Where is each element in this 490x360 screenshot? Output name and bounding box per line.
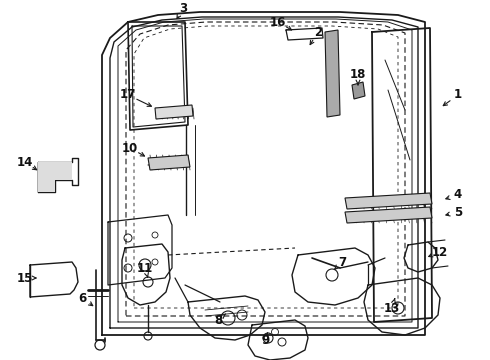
Polygon shape	[352, 82, 365, 99]
Text: 5: 5	[454, 206, 462, 219]
Text: 18: 18	[350, 68, 366, 81]
Polygon shape	[345, 207, 432, 223]
Text: 12: 12	[432, 246, 448, 258]
Polygon shape	[148, 155, 190, 170]
Text: 10: 10	[122, 141, 138, 154]
Polygon shape	[155, 105, 193, 119]
Text: 4: 4	[454, 189, 462, 202]
Text: 3: 3	[179, 1, 187, 14]
Text: 11: 11	[137, 261, 153, 274]
Text: 17: 17	[120, 89, 136, 102]
Text: 2: 2	[314, 26, 322, 39]
Text: 14: 14	[17, 156, 33, 168]
Text: 1: 1	[454, 89, 462, 102]
Text: 6: 6	[78, 292, 86, 305]
Text: 7: 7	[338, 256, 346, 269]
Text: 15: 15	[17, 271, 33, 284]
Text: 9: 9	[261, 333, 269, 346]
Text: 8: 8	[214, 314, 222, 327]
Polygon shape	[325, 30, 340, 117]
Text: 16: 16	[270, 15, 286, 28]
Polygon shape	[38, 162, 72, 192]
Text: 13: 13	[384, 302, 400, 315]
Polygon shape	[345, 193, 432, 209]
